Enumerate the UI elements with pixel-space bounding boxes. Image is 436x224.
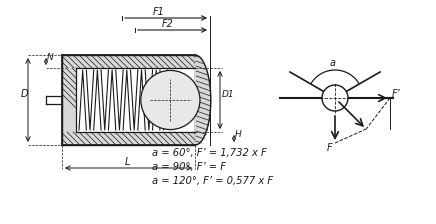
Text: D: D — [21, 89, 28, 99]
Circle shape — [141, 70, 200, 129]
Text: H: H — [235, 129, 242, 138]
Text: N: N — [47, 52, 54, 62]
Text: a = 120°, F’ = 0,577 x F: a = 120°, F’ = 0,577 x F — [152, 176, 273, 186]
Text: F’: F’ — [392, 89, 401, 99]
Text: D1: D1 — [222, 90, 235, 99]
Text: a: a — [330, 58, 336, 68]
Text: F: F — [327, 143, 333, 153]
Polygon shape — [62, 55, 195, 145]
Circle shape — [322, 85, 348, 111]
Polygon shape — [76, 68, 194, 132]
Text: F1: F1 — [153, 7, 165, 17]
Text: a = 60°, F’ = 1,732 x F: a = 60°, F’ = 1,732 x F — [152, 148, 267, 158]
Text: L: L — [125, 157, 130, 167]
Text: F2: F2 — [161, 19, 173, 29]
Polygon shape — [195, 55, 211, 145]
Text: a = 90°, F’ = F: a = 90°, F’ = F — [152, 162, 226, 172]
